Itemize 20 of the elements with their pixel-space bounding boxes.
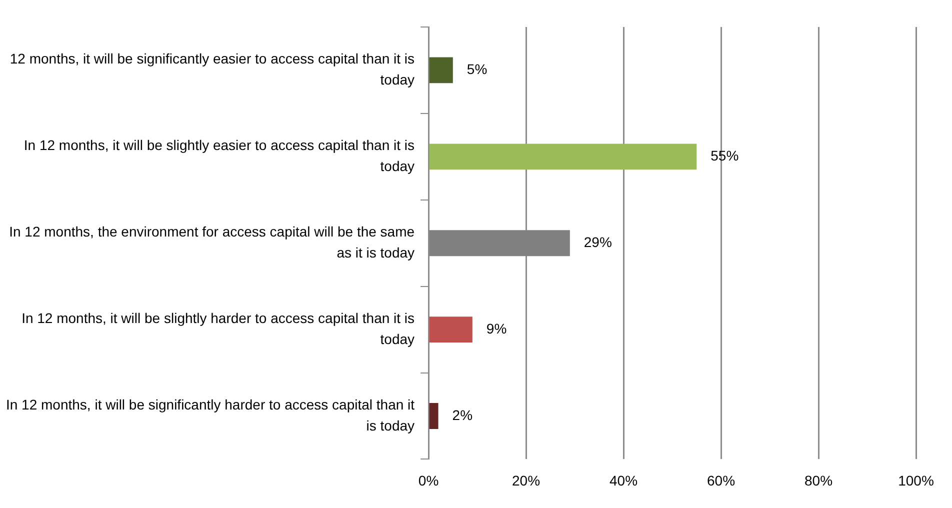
x-tick-label: 100%: [898, 472, 934, 488]
x-tick-label: 60%: [707, 472, 736, 488]
x-tick-label: 20%: [512, 472, 540, 488]
x-tick-label: 80%: [804, 472, 833, 488]
data-label: 5%: [466, 61, 488, 78]
data-label: 9%: [486, 320, 507, 336]
data-label: 55%: [710, 148, 739, 164]
y-tick-label: In 12 months, the environment for access capital will be the same as it is today: [9, 223, 415, 260]
y-tick-label: 12 months, it will be significantly easier to access capital than it is today: [10, 50, 415, 88]
bar: [429, 57, 453, 84]
bar: [429, 144, 697, 170]
bar: [429, 316, 472, 343]
bar: [429, 403, 438, 429]
data-label: 29%: [584, 234, 612, 250]
x-tick-label: 0%: [418, 472, 439, 488]
data-label: 2%: [452, 406, 473, 423]
y-tick-label: In 12 months, it will be significantly harder to access capital than it is today: [6, 396, 415, 434]
x-tick-label: 40%: [610, 472, 638, 488]
y-tick-label: In 12 months, it will be slightly easier to access capital than it is today: [24, 137, 415, 174]
y-tick-label: In 12 months, it will be slightly harder to access capital than it is today: [22, 310, 415, 347]
